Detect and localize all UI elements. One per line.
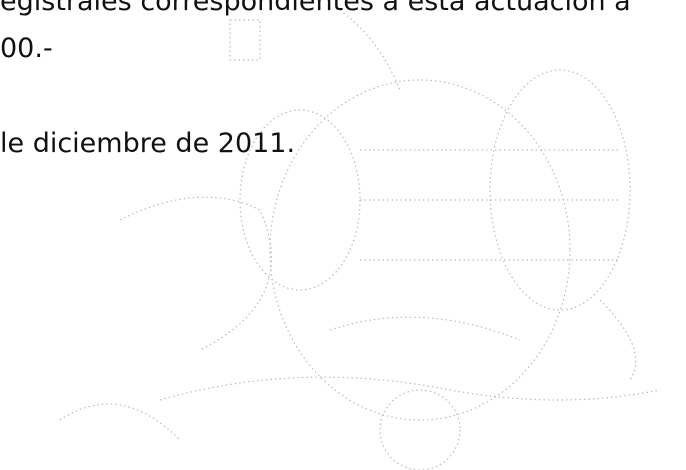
document-page: egistrales correspondientes a esta actua…	[0, 0, 686, 470]
coat-of-arms-watermark	[0, 0, 686, 470]
text-line: le diciembre de 2011.	[0, 128, 295, 160]
text-line: 00.-	[0, 33, 53, 65]
text-line: egistrales correspondientes a esta actua…	[0, 0, 631, 18]
